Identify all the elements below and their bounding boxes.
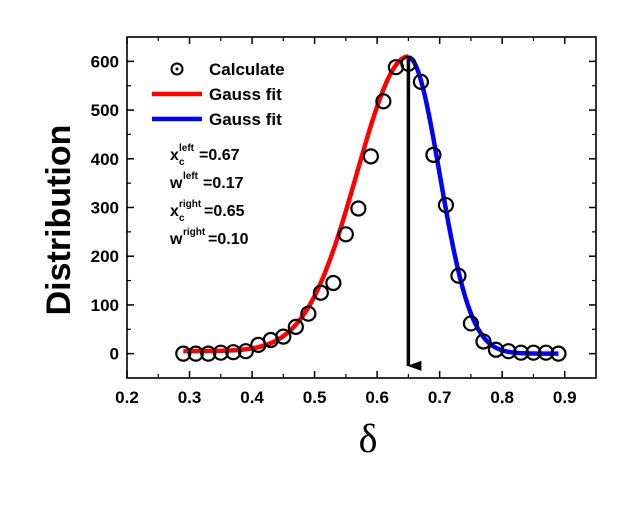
data-point [337,226,354,243]
data-point [487,341,505,358]
data-point [537,344,555,361]
legend-label: Calculate [209,60,285,79]
param-value: =0.67 [199,147,240,164]
data-point [187,345,204,362]
data-point [437,196,455,214]
data-point [237,343,254,360]
fit-parameter: wleft =0.17 [169,171,244,192]
y-tick-label: 500 [91,101,119,120]
param-superscript: left [179,143,195,154]
x-tick-label: 0.8 [490,388,514,407]
data-point [275,328,292,345]
axes: 0.2 0.3 0.4 0.5 0.6 0.7 0.8 0.9 0 100 200 300 400 500… [91,37,596,407]
fit-parameter: xc right =0.65 [170,199,245,224]
data-point [312,284,329,301]
y-axis-title: Distribution [40,125,78,316]
data-point [212,344,229,361]
gauss-fit-line-1 [182,54,409,354]
y-tick-label: 600 [91,52,119,71]
data-point [287,318,304,335]
param-value: =0.10 [208,231,249,248]
y-tick-label: 0 [110,345,119,364]
data-point [300,305,317,322]
data-point [525,344,542,361]
x-tick-label: 0.6 [365,388,389,407]
data-point [500,343,517,360]
param-symbol: x [170,147,179,164]
data-point [225,344,242,361]
fit-parameter: xc left =0.67 [170,143,240,168]
x-tick-label: 0.4 [240,388,264,407]
gauss-fit-line-2 [407,55,560,356]
data-point [550,345,567,362]
param-symbol: x [170,203,179,220]
data-point [175,345,192,362]
param-subscript: c [179,157,185,168]
x-axis-title: δ [359,416,378,461]
y-tick-label: 300 [91,199,119,218]
fit-curves [182,54,560,356]
x-tick-label: 0.9 [553,388,577,407]
data-point [475,333,492,350]
data-point [462,315,480,332]
fit-parameter: wright =0.10 [169,227,249,248]
y-tick-label: 400 [91,150,119,169]
data-point [362,148,379,165]
data-point [325,274,342,292]
x-tick-label: 0.2 [115,388,139,407]
legend-label: Gauss fit [209,85,282,104]
y-tick-label: 100 [91,296,119,315]
param-symbol: w [169,175,183,192]
param-symbol: w [169,231,183,248]
param-subscript: c [179,213,185,224]
data-point [425,146,442,163]
y-tick-label: 200 [91,247,119,266]
legend: Calculate Gauss fit Gauss fit [152,60,285,129]
data-point [512,344,530,361]
param-value: =0.65 [204,203,245,220]
param-superscript: left [183,171,199,182]
legend-marker-dot [175,67,179,71]
legend-label: Gauss fit [209,110,282,129]
legend-marker-circle [170,62,184,76]
data-point [412,73,430,90]
data-points [175,55,567,362]
x-tick-label: 0.3 [178,388,202,407]
data-point [450,267,467,284]
param-superscript: right [179,199,202,210]
x-tick-label: 0.7 [428,388,452,407]
param-superscript: right [183,227,206,238]
data-point [375,93,392,110]
x-tick-label: 0.5 [303,388,327,407]
data-point [350,200,367,217]
data-point [200,345,217,362]
param-value: =0.17 [203,175,244,192]
